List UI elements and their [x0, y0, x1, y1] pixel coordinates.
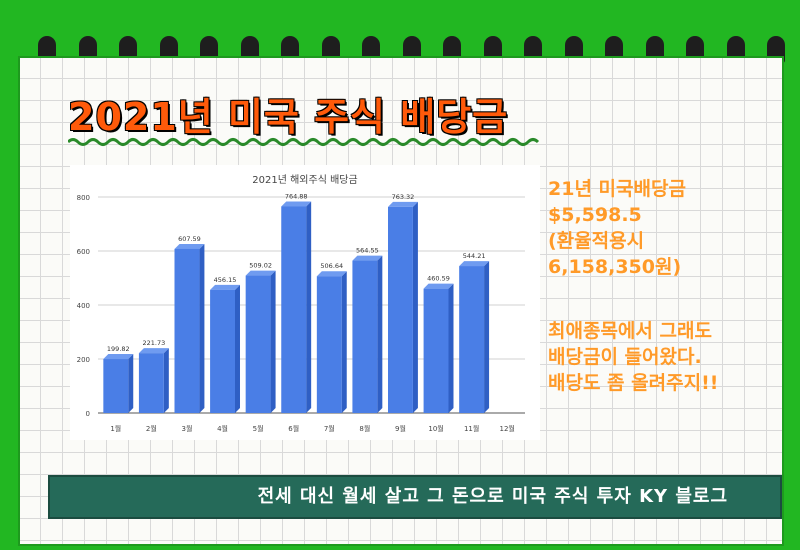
- comment-text: 최애종목에서 그래도 배당금이 들어왔다. 배당도 좀 올려주지!!: [548, 318, 718, 396]
- data-label: 460.59: [427, 275, 450, 283]
- bar-side: [377, 255, 383, 413]
- y-tick-label: 400: [77, 302, 90, 310]
- y-tick-label: 800: [77, 194, 90, 202]
- bar-side: [163, 348, 169, 413]
- bar: [245, 275, 271, 413]
- bar-top: [210, 284, 240, 290]
- bar-side: [128, 354, 134, 413]
- bar: [388, 206, 413, 413]
- bar-side: [234, 284, 240, 413]
- x-tick-label: 12월: [500, 424, 515, 433]
- x-tick-label: 4월: [217, 424, 228, 433]
- summary-line: 21년 미국배당금: [548, 178, 686, 200]
- bar: [281, 206, 307, 413]
- y-tick-label: 200: [77, 356, 90, 364]
- bar-top: [352, 255, 383, 261]
- data-label: 221.73: [143, 339, 166, 347]
- chart-bars: [103, 201, 490, 413]
- chart-data-labels: 199.82 221.73 607.59 456.15 509.02 764.88 506.…: [107, 192, 486, 353]
- bar: [103, 359, 129, 413]
- data-label: 544.21: [463, 252, 486, 260]
- dividend-summary: 21년 미국배당금 $5,598.5 (환율적용시 6,158,350원): [548, 176, 686, 280]
- bar: [174, 248, 200, 413]
- bar-top: [103, 354, 134, 360]
- data-label: 564.55: [356, 247, 379, 255]
- bar: [352, 260, 378, 413]
- chart-title: 2021년 해외주식 배당금: [252, 173, 357, 186]
- bar-side: [484, 261, 490, 413]
- data-label: 506.64: [320, 262, 343, 270]
- x-tick-label: 11월: [464, 424, 479, 433]
- comment-line: 최애종목에서 그래도: [548, 320, 712, 342]
- bar-top: [388, 201, 418, 207]
- x-tick-label: 7월: [324, 424, 335, 433]
- x-tick-label: 3월: [182, 424, 193, 433]
- bar-side: [412, 201, 418, 413]
- dividend-bar-chart: 2021년 해외주식 배당금 0 200 400 600 800 1월 2월 3월 4월 5월 6월…: [77, 173, 525, 433]
- bar: [210, 289, 235, 413]
- summary-line: $5,598.5: [548, 204, 642, 226]
- x-tick-label: 6월: [288, 424, 299, 433]
- bar-top: [138, 348, 169, 354]
- bar-chart-card: 2021년 해외주식 배당금 0 200 400 600 800 1월 2월 3월 4월 5월 6월…: [70, 165, 540, 440]
- bar-top: [174, 243, 205, 249]
- bar-side: [341, 271, 347, 413]
- title-underline: [68, 138, 540, 146]
- bar: [423, 288, 449, 413]
- bar-top: [245, 270, 276, 276]
- summary-line: (환율적용시: [548, 230, 645, 252]
- bar: [316, 276, 342, 413]
- comment-line: 배당금이 들어왔다.: [548, 346, 702, 368]
- x-tick-label: 1월: [110, 424, 121, 433]
- bar-side: [270, 270, 276, 413]
- data-label: 763.32: [392, 193, 415, 201]
- data-label: 607.59: [178, 235, 201, 243]
- x-tick-label: 5월: [253, 424, 264, 433]
- data-label: 509.02: [249, 262, 272, 270]
- bar-top: [316, 271, 347, 277]
- y-tick-label: 600: [77, 248, 90, 256]
- x-tick-label: 8월: [359, 424, 370, 433]
- data-label: 199.82: [107, 345, 130, 353]
- bar-top: [459, 261, 490, 267]
- page-title: 2021년 미국 주식 배당금: [68, 95, 509, 139]
- x-tick-label: 10월: [428, 424, 443, 433]
- footer-banner: 전세 대신 월세 살고 그 돈으로 미국 주식 투자 KY 블로그: [48, 475, 782, 519]
- bar: [138, 353, 164, 413]
- data-label: 456.15: [214, 276, 237, 284]
- x-tick-label: 2월: [146, 424, 157, 433]
- chart-gridlines: [98, 196, 525, 414]
- bar-side: [448, 283, 454, 413]
- bar-side: [199, 243, 205, 413]
- comment-line: 배당도 좀 올려주지!!: [548, 372, 719, 394]
- chart-axis-labels: 0 200 400 600 800 1월 2월 3월 4월 5월 6월 7월 8월 9월 10월 11월 12월: [77, 194, 515, 433]
- y-tick-label: 0: [86, 410, 90, 418]
- x-tick-label: 9월: [395, 424, 406, 433]
- bar: [459, 266, 485, 413]
- bar-side: [306, 201, 312, 413]
- data-label: 764.88: [285, 192, 308, 200]
- summary-line: 6,158,350원): [548, 256, 682, 278]
- bar-top: [423, 283, 454, 289]
- bar-top: [281, 201, 312, 207]
